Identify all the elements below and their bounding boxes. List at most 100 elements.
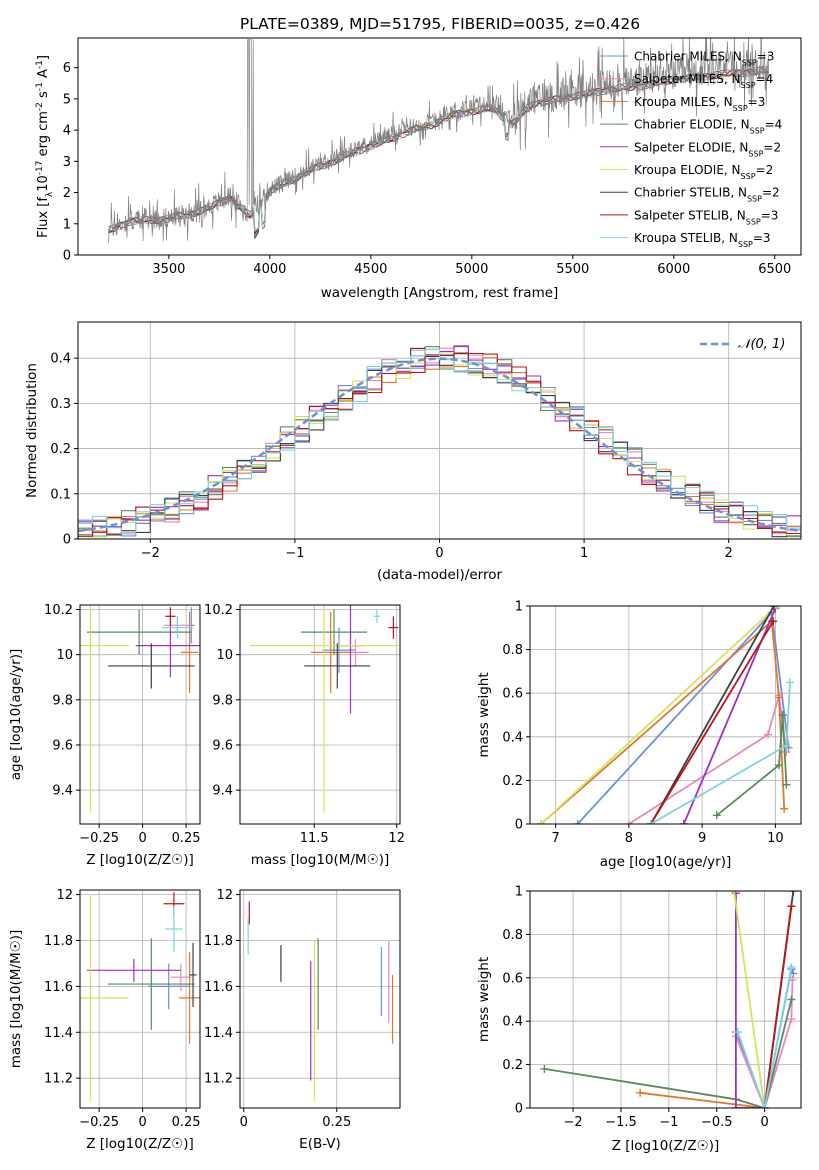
y-tick-label: 3 xyxy=(63,155,71,170)
y-tick-label: 10 xyxy=(56,648,73,663)
legend-text: Kroupa MILES, N xyxy=(634,95,733,109)
y-axis-label: age [log10(age/yr)] xyxy=(8,649,24,781)
y-tick-label: 0.2 xyxy=(502,1058,523,1073)
weight-marker xyxy=(679,820,688,824)
panel-6: −0.25 0 0.25 11.2 11.4 11.6 11.8 12 Z [log10(Z/Z… xyxy=(8,888,201,1152)
x-tick-label: 7 xyxy=(551,831,559,846)
legend-text: Chabrier MILES, N xyxy=(634,50,742,64)
y-tick-label: 1 xyxy=(63,217,71,232)
data-spectrum xyxy=(107,38,770,243)
axes-frame xyxy=(79,889,201,1109)
x-tick-label: 11.5 xyxy=(300,831,329,846)
x-tick-label: 5000 xyxy=(455,262,488,277)
legend-value: =2 xyxy=(762,186,780,200)
legend-sub: SSP xyxy=(738,240,753,249)
y-tick-label: 9.6 xyxy=(52,738,73,753)
x-tick-label: 0 xyxy=(138,1115,146,1130)
errorbar-salpeter-elodie xyxy=(86,958,181,982)
x-axis-label: Z [log10(Z/Z☉)] xyxy=(612,1138,720,1154)
y-tick-label: 12 xyxy=(216,888,233,903)
errorbar-chabrier-miles xyxy=(147,963,190,1010)
x-axis-label: age [log10(age/yr)] xyxy=(600,854,732,870)
x-tick-label: −0.25 xyxy=(79,831,119,846)
plot-area xyxy=(80,605,200,813)
weight-marker xyxy=(769,606,778,610)
y-axis-label: mass weight xyxy=(476,957,492,1042)
panel-2: −2 −1 0 1 2 0 0.1 0.2 0.3 0.4 (data-model)/error No… xyxy=(24,321,802,583)
y-tick-label: 10.2 xyxy=(44,603,73,618)
errorbar-kroupa-elodie xyxy=(80,894,129,1102)
axes-frame xyxy=(77,37,802,256)
weight-path xyxy=(544,999,793,1108)
y-tick-label: 0 xyxy=(515,1102,523,1117)
label-part: s xyxy=(36,91,51,102)
weight-marker xyxy=(787,995,796,1004)
errorbar-kroupa-miles xyxy=(179,951,200,1044)
y-tick-label: 0.6 xyxy=(502,687,523,702)
x-tick-label: 5500 xyxy=(556,262,589,277)
weight-marker xyxy=(782,780,791,789)
legend-value: =3 xyxy=(761,208,779,222)
weight-marker xyxy=(540,1064,549,1073)
weight-path xyxy=(540,619,786,824)
weight-path xyxy=(540,606,778,824)
y-tick-label: 11.4 xyxy=(204,1026,233,1041)
legend-label-chabrier-miles: Chabrier MILES, NSSP=3 xyxy=(634,50,774,68)
y-tick-label: 9.4 xyxy=(212,784,233,799)
weight-marker xyxy=(636,1088,645,1097)
x-tick-label: −1 xyxy=(285,546,304,561)
x-tick-label: 0.25 xyxy=(322,1115,351,1130)
label-part: ] xyxy=(36,55,51,60)
legend-text: Salpeter ELODIE, N xyxy=(634,140,748,154)
errorbar-chabrier-stelib xyxy=(189,942,197,1008)
y-tick-label: 11.4 xyxy=(44,1026,73,1041)
plot-area xyxy=(536,606,795,824)
y-tick-label: 10.2 xyxy=(204,603,233,618)
panel-8: −2 −1.5 −1 −0.5 0 0 0.2 0.4 0.6 0.8 1 Z [log10(Z/Z☉… xyxy=(476,885,802,1154)
y-tick-label: 0.3 xyxy=(50,397,71,412)
weight-marker xyxy=(787,902,796,911)
plot-area xyxy=(107,38,770,243)
weight-marker xyxy=(733,1028,742,1037)
errorbar-kroupa-elodie xyxy=(249,605,399,813)
weight-marker xyxy=(786,678,795,687)
errorbar-kroupa-stelib xyxy=(161,616,194,639)
weight-marker xyxy=(787,1015,796,1024)
y-tick-label: 11.6 xyxy=(44,980,73,995)
label-part: erg cm xyxy=(36,111,51,160)
weight-line-kroupa-elodie xyxy=(536,606,781,824)
panel-5: 7 8 9 10 0 0.2 0.4 0.6 0.8 1 age [log10(age/yr)] ma… xyxy=(476,600,802,870)
y-tick-label: 0.2 xyxy=(50,442,71,457)
legend-value: =3 xyxy=(748,95,766,109)
y-tick-label: 11.8 xyxy=(44,934,73,949)
weight-line-chabrier-miles xyxy=(573,608,793,824)
y-tick-label: 9.4 xyxy=(52,784,73,799)
x-tick-label: 6500 xyxy=(758,262,791,277)
plot-area xyxy=(78,345,801,539)
legend-sub: SSP xyxy=(750,126,765,135)
legend-text: Chabrier ELODIE, N xyxy=(634,118,750,132)
x-axis-label: (data-model)/error xyxy=(377,567,503,583)
weight-marker xyxy=(775,693,784,702)
legend-value: =3 xyxy=(757,50,775,64)
errorbar-chabrier-elodie xyxy=(86,609,192,655)
label-part: -2 xyxy=(35,102,45,111)
weight-marker xyxy=(780,804,789,813)
weight-marker xyxy=(782,741,791,750)
legend-value: =2 xyxy=(763,140,781,154)
legend-text: Chabrier STELIB, N xyxy=(634,186,747,200)
weight-path xyxy=(763,906,793,1108)
y-tick-label: 6 xyxy=(63,61,71,76)
weight-marker xyxy=(624,820,633,824)
weight-path xyxy=(733,891,766,1108)
label-part: Flux [f xyxy=(36,197,51,238)
y-tick-label: 9.8 xyxy=(212,693,233,708)
weight-marker xyxy=(764,730,773,739)
legend-label-salpeter-stelib: Salpeter STELIB, NSSP=3 xyxy=(634,208,778,226)
y-tick-label: 4 xyxy=(63,124,71,139)
legend-sub: SSP xyxy=(733,103,748,112)
weight-marker xyxy=(789,891,798,895)
weight-marker xyxy=(778,711,787,719)
x-tick-label: 10 xyxy=(767,831,784,846)
legend-text: Kroupa ELODIE, N xyxy=(634,163,741,177)
